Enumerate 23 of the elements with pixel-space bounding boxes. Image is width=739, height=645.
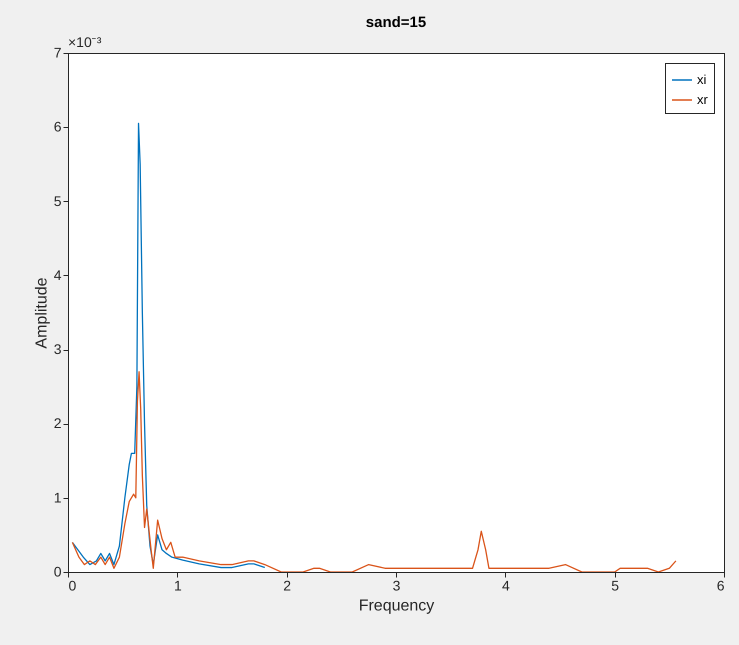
y-axis-title: Amplitude <box>34 277 51 349</box>
x-tick-label: 1 <box>174 578 182 594</box>
y-tick-label: 6 <box>54 118 62 135</box>
x-tick-label: 4 <box>502 578 510 594</box>
x-tick-label: 2 <box>283 578 292 594</box>
x-tick-label: 6 <box>716 578 725 594</box>
x-tick-label: 5 <box>611 578 620 594</box>
y-tick-label: 5 <box>54 192 62 209</box>
y-tick-label: 2 <box>54 415 62 432</box>
legend-label: xi <box>697 72 706 87</box>
chart-title: sand=15 <box>366 14 426 31</box>
x-tick-label: 0 <box>68 578 76 594</box>
x-tick-label: 3 <box>392 578 401 594</box>
y-tick-label: 1 <box>54 489 62 506</box>
line-series <box>72 371 677 572</box>
y-tick-label: 7 <box>54 44 62 60</box>
y-tick-label: 0 <box>54 564 62 580</box>
x-axis-title: Frequency <box>358 598 434 614</box>
y-tick-label: 3 <box>54 341 62 358</box>
legend-label: xr <box>697 92 708 107</box>
line-series <box>72 122 266 568</box>
y-tick-label: 4 <box>54 266 62 283</box>
text: ×10⁻³ <box>68 34 102 50</box>
